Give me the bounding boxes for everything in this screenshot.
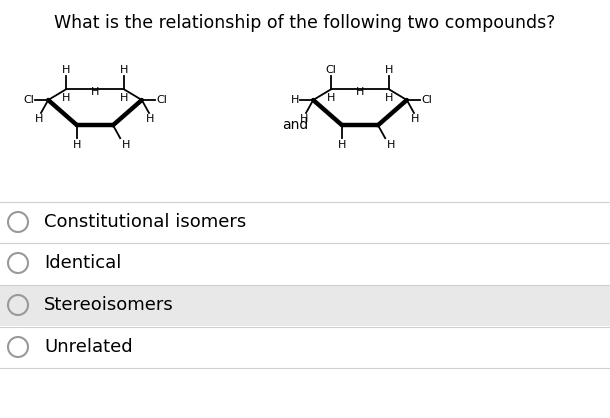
Text: Constitutional isomers: Constitutional isomers	[44, 213, 246, 231]
Text: Cl: Cl	[421, 95, 432, 105]
Text: H: H	[62, 65, 70, 75]
Text: H: H	[62, 93, 71, 102]
Text: Stereoisomers: Stereoisomers	[44, 296, 174, 314]
Text: Unrelated: Unrelated	[44, 338, 132, 356]
Text: H: H	[121, 140, 130, 150]
Text: Cl: Cl	[156, 95, 167, 105]
Text: and: and	[282, 118, 308, 132]
Text: H: H	[120, 93, 128, 102]
Text: H: H	[300, 115, 309, 125]
Text: H: H	[146, 115, 154, 125]
FancyBboxPatch shape	[0, 285, 610, 326]
Text: H: H	[35, 115, 44, 125]
Text: H: H	[120, 65, 128, 75]
Text: Cl: Cl	[23, 95, 34, 105]
Text: H: H	[73, 140, 81, 150]
Text: H: H	[356, 87, 364, 97]
Text: H: H	[290, 95, 299, 105]
Text: H: H	[338, 140, 346, 150]
Text: H: H	[91, 87, 99, 97]
Text: H: H	[384, 93, 393, 102]
Text: H: H	[327, 93, 336, 102]
Text: H: H	[385, 65, 393, 75]
Text: H: H	[387, 140, 395, 150]
Text: Identical: Identical	[44, 254, 121, 272]
Text: What is the relationship of the following two compounds?: What is the relationship of the followin…	[54, 14, 556, 32]
Text: Cl: Cl	[326, 65, 337, 75]
Text: H: H	[411, 115, 420, 125]
